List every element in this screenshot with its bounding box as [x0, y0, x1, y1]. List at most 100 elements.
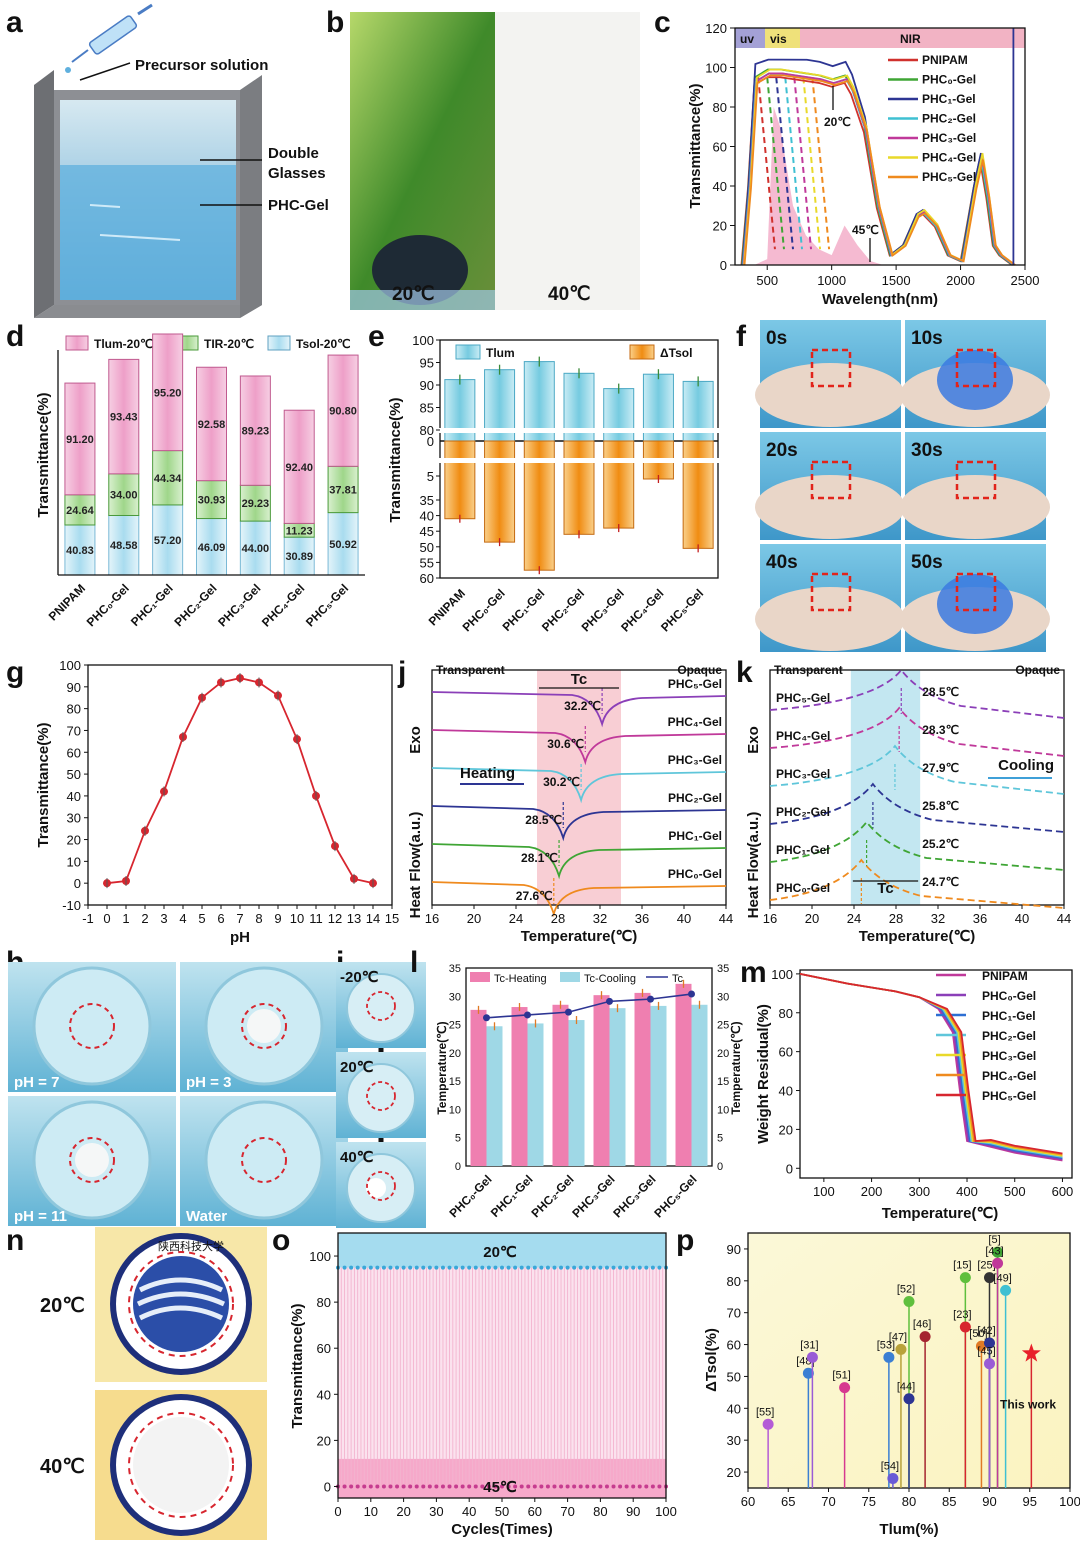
cycle-pt-45c-94 [644, 1484, 649, 1489]
dsc-peak-label-3: 28.5℃ [525, 813, 562, 827]
glove-f-5 [937, 574, 1013, 634]
cycle-pt-20c-28 [427, 1265, 432, 1270]
dashed-transition-4 [793, 77, 813, 250]
cycle-pt-45c-80 [598, 1484, 603, 1489]
chart-j-dsc-heating: j 32.2℃ PHC₅-Gel 30.6℃ PHC₄-Gel 30.2℃ PHC₃-Ge… [397, 656, 733, 945]
point-ref-4: [53] [877, 1339, 895, 1351]
ytick-label: 90 [727, 1242, 741, 1257]
ytick-label: 0 [427, 434, 434, 449]
vial-highlight-0 [366, 991, 396, 1021]
dsc-curve-1 [769, 706, 1065, 757]
caption-h-2: pH = 11 [14, 1208, 67, 1225]
xtick-label-3: PHC₃-Gel [569, 1172, 617, 1220]
cycle-pt-20c-16 [388, 1265, 393, 1270]
ytick-label-right: 10 [717, 1104, 729, 1116]
point-4 [883, 1351, 895, 1363]
legend-swatch-tsol [267, 335, 291, 351]
cycle-pt-45c-92 [637, 1484, 642, 1489]
plot-frame [87, 664, 393, 906]
cycle-pt-20c-12 [375, 1265, 380, 1270]
xtick-label: 600 [1052, 1184, 1074, 1199]
point-14 [992, 1246, 1004, 1258]
point-12 [984, 1272, 995, 1284]
point-ref-17: [45] [977, 1346, 995, 1358]
cycle-pt-20c-52 [506, 1265, 511, 1270]
bar-2-5 [283, 409, 315, 524]
xtick-label: 28 [889, 911, 903, 926]
xtick-label: 3 [160, 911, 167, 926]
bar-2-4 [239, 375, 271, 486]
xtick-label: 24 [509, 911, 523, 926]
legend-label-5: PHC₄-Gel [982, 1069, 1036, 1083]
legend-label-1: PHC₀-Gel [922, 73, 976, 87]
panel-label-b: b [326, 6, 344, 39]
chart-m-tga: m PNIPAM PHC₀-Gel PHC₁-Gel PHC₂-Gel PHC₃-Gel… [740, 956, 1073, 1222]
legend-swatch-tlum [455, 344, 481, 360]
cycle-pt-45c-66 [552, 1484, 557, 1489]
panel-label-l: l [410, 946, 418, 979]
xtick-label: 400 [956, 1184, 978, 1199]
ytick-label: 40 [727, 1401, 741, 1416]
xtick-label-0: PHC₀-Gel [446, 1172, 494, 1220]
ytick-label: 0 [324, 1479, 331, 1494]
ytick-label: 80 [779, 1006, 793, 1021]
ytick-label: 10 [67, 854, 81, 869]
bar-value-1-2: 44.34 [154, 473, 182, 485]
cycle-pt-45c-62 [539, 1484, 544, 1489]
bar-2-3 [196, 366, 227, 482]
tc-band [537, 670, 621, 905]
label-transparent: Transparent [774, 663, 843, 677]
cycle-pt-20c-80 [598, 1265, 603, 1270]
ytick-label-right: 0 [717, 1161, 723, 1173]
chart-l-tc: l PHC₀-GelPHC₁-GelPHC₂-GelPHC₃-GelPHC₃-G… [410, 946, 743, 1220]
y-axis-title: Heat Flow(a.u.) [407, 812, 424, 919]
bar-1-2 [152, 450, 184, 506]
panel-label-m: m [740, 956, 767, 989]
legend-label-3: PHC₂-Gel [922, 112, 976, 126]
ytick-label: 50 [67, 767, 81, 782]
bar-value-2-2: 95.20 [154, 387, 182, 399]
time-label-f-5: 50s [911, 552, 943, 573]
dsc-curve-1 [431, 729, 727, 766]
cycle-pt-20c-98 [657, 1265, 662, 1270]
xtick-label: 100 [655, 1504, 677, 1519]
time-label-f-3: 30s [911, 440, 943, 461]
ytick-label: 100 [705, 61, 727, 76]
xtick-label-6: PHC₅-Gel [658, 586, 706, 634]
cycle-pt-45c-76 [585, 1484, 590, 1489]
ytick-label: 60 [67, 745, 81, 760]
dsc-curve-0 [431, 691, 727, 728]
ytick-label: 80 [713, 100, 727, 115]
point-15 [992, 1257, 1004, 1269]
x-axis-title: pH [230, 929, 250, 946]
cycle-pt-20c-54 [513, 1265, 518, 1270]
y-axis-title: Transmittance(%) [35, 392, 52, 517]
xtick-label-6: PHC₅-Gel [303, 581, 351, 629]
bar-value-1-0: 24.64 [66, 505, 94, 517]
ytick-label: 30 [67, 811, 81, 826]
ytick-label: 70 [727, 1306, 741, 1321]
panel-b: b 20℃ 40℃ [326, 6, 640, 310]
cycle-pt-45c-48 [493, 1484, 498, 1489]
ytick-label: 40 [317, 1387, 331, 1402]
panel-label-f: f [736, 320, 747, 353]
xtick-label: 100 [813, 1184, 835, 1199]
x-axis-title: Cycles(Times) [451, 1521, 552, 1538]
xtick-label: 95 [1023, 1494, 1037, 1509]
ytick-label-right: 20 [717, 1048, 729, 1060]
legend-label-5: PHC₄-Gel [922, 151, 976, 165]
caption-h-1: pH = 3 [186, 1074, 231, 1091]
ytick-label: 60 [317, 1341, 331, 1356]
bar-value-0-5: 30.89 [285, 551, 313, 563]
xtick-label: 16 [425, 911, 439, 926]
bar-value-2-0: 91.20 [66, 434, 94, 446]
dsc-series-name-2: PHC₃-Gel [668, 753, 722, 767]
xtick-label: 0 [103, 911, 110, 926]
cycle-pt-20c-22 [408, 1265, 413, 1270]
xtick-label: 100 [1059, 1494, 1080, 1509]
ytick-label-left: 5 [455, 1133, 461, 1145]
ytick-label: 90 [420, 378, 434, 393]
tc-line [486, 993, 692, 1019]
dsc-peak-label-4: 25.2℃ [922, 837, 959, 851]
